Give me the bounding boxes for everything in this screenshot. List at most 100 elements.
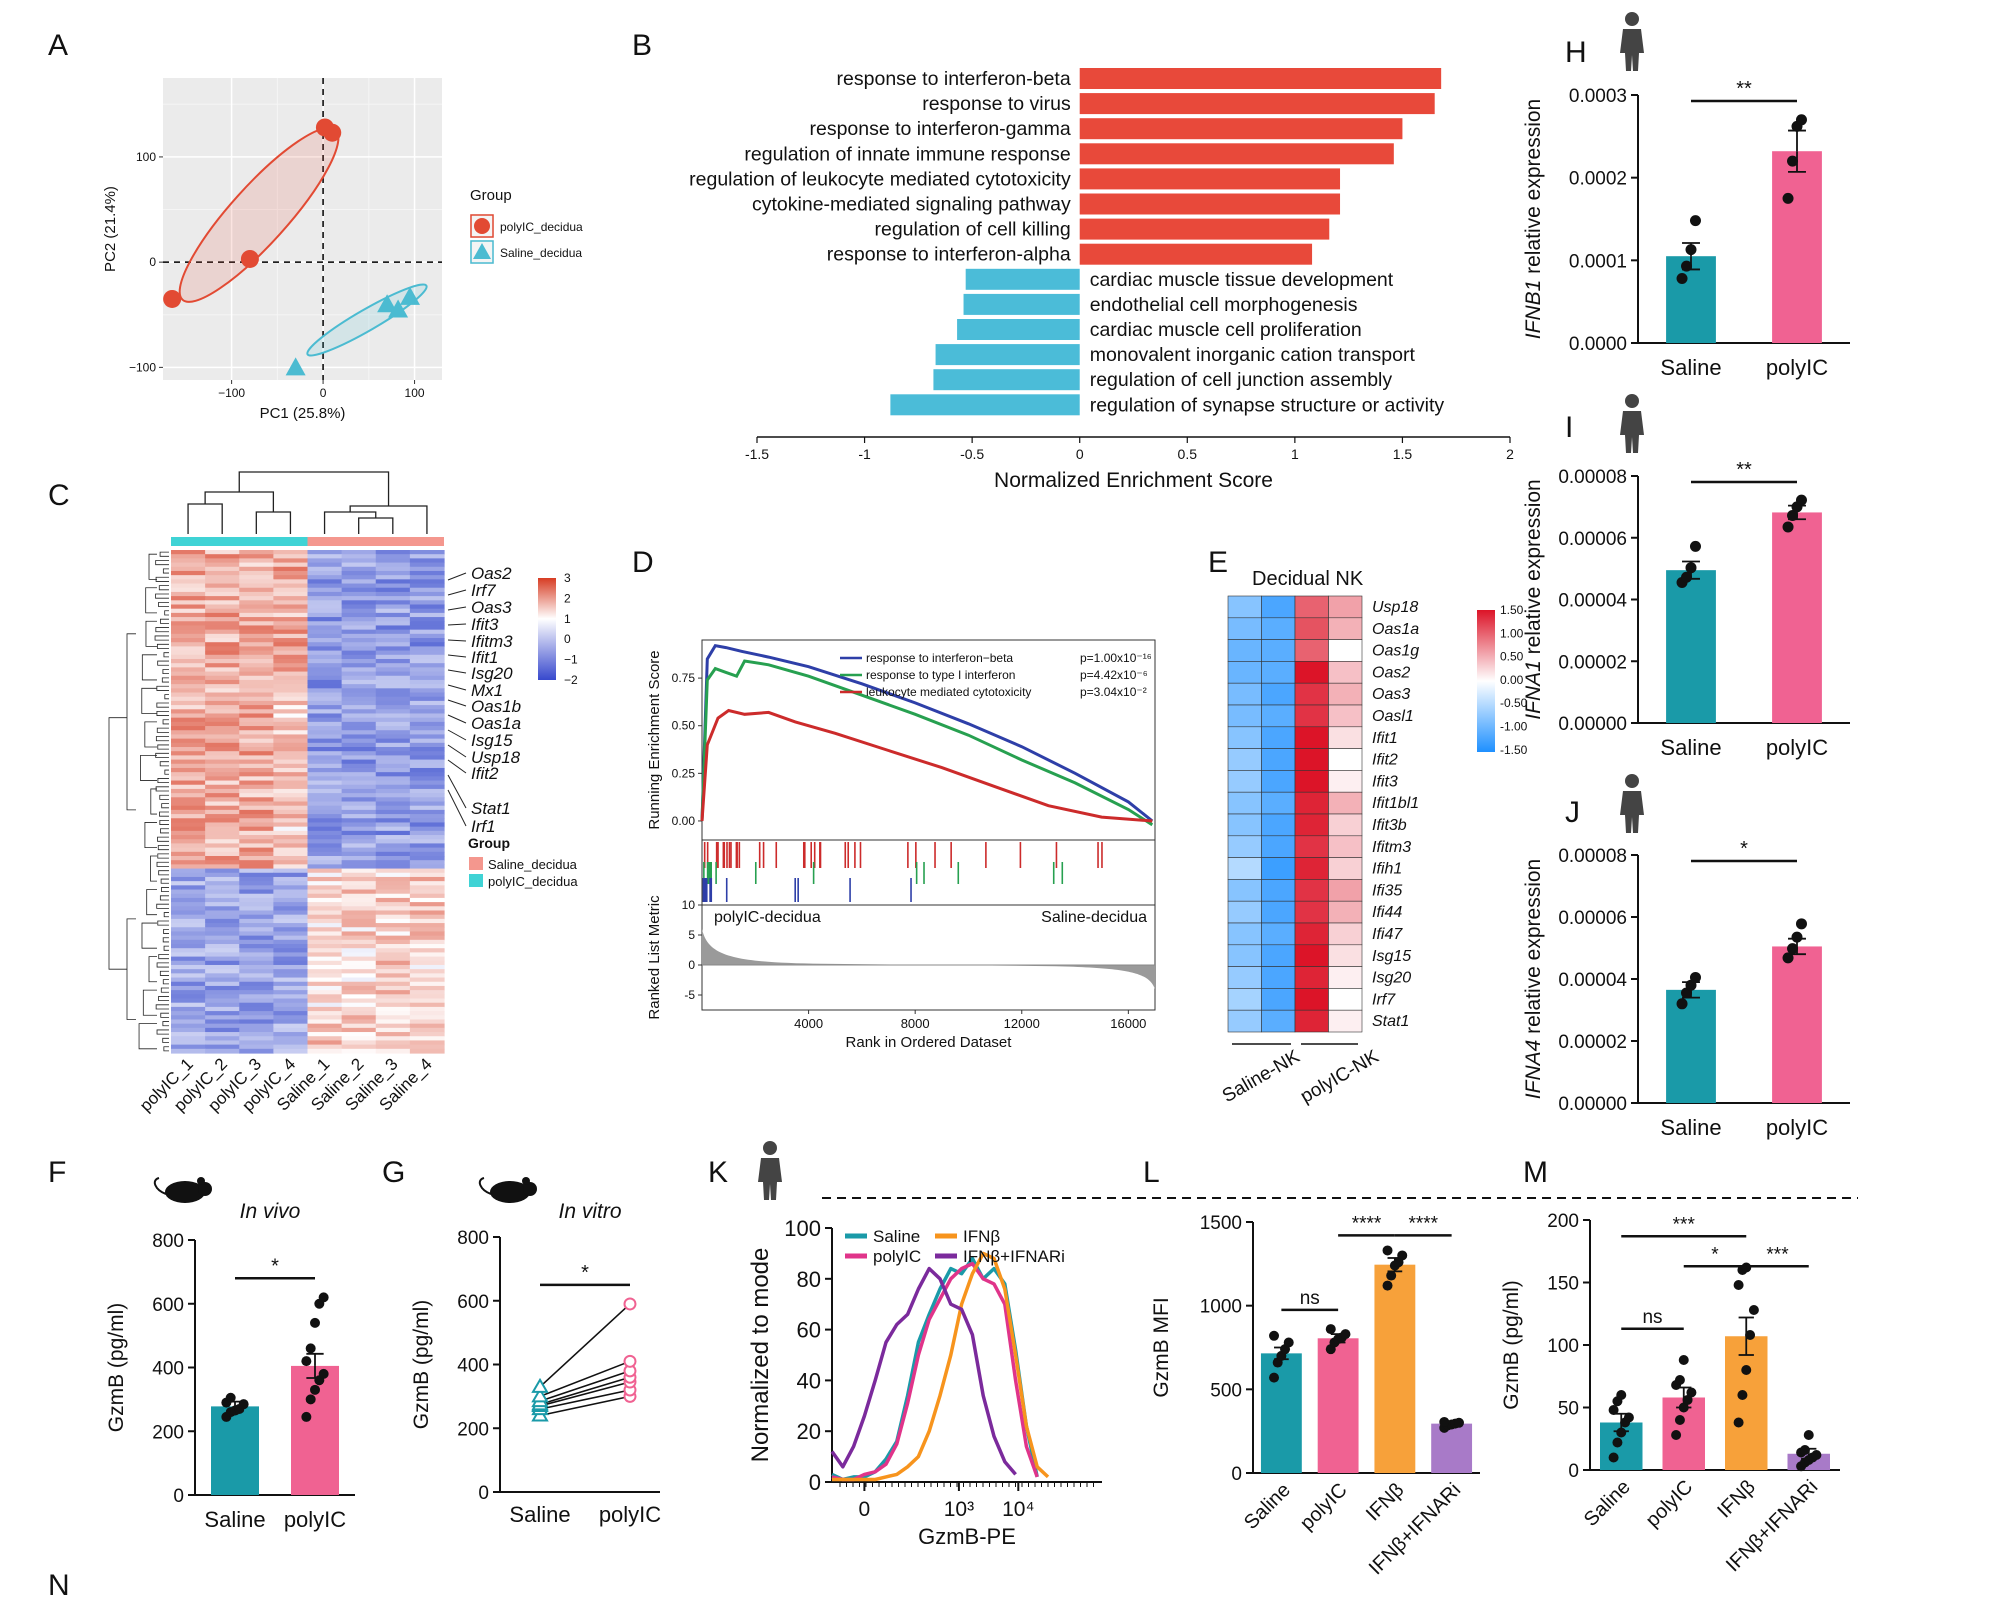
heatmap-cell (409, 734, 445, 740)
heatmap-cell (409, 1002, 445, 1008)
heatmap-cell (239, 587, 274, 593)
row-dendro-leaf (157, 920, 169, 926)
bar-polyic (1772, 151, 1822, 343)
nes-bar (890, 394, 1080, 416)
heatmap-cell (409, 579, 445, 585)
row-dendro-leaf (155, 1004, 169, 1010)
data-point (1397, 1250, 1408, 1261)
heatmap-cell (375, 667, 411, 673)
bar-ifnβ (1374, 1264, 1416, 1473)
heatmap-cell (205, 717, 240, 723)
heatmap-cell (409, 696, 445, 702)
heatmap-cell (375, 809, 411, 815)
bar-polyic (1772, 946, 1822, 1103)
heatmap-cell (239, 927, 274, 933)
panel-c-heatmap: polyIC_1polyIC_2polyIC_3polyIC_4Saline_1… (108, 471, 578, 1115)
nk-heatmap-cell (1227, 879, 1262, 902)
heatmap-cell (171, 960, 206, 966)
heatmap-cell (307, 570, 343, 576)
heatmap-cell (307, 1002, 343, 1008)
heatmap-cell (341, 914, 377, 920)
row-dendro-leaf (156, 643, 169, 649)
heatmap-cell (205, 998, 240, 1004)
heatmap-cell (409, 705, 445, 710)
nk-heatmap-cell (1227, 770, 1262, 793)
heatmap-cell (205, 918, 240, 924)
heatmap-cell (273, 1002, 309, 1008)
heatmap-cell (171, 784, 206, 790)
bar-saline (1260, 1353, 1302, 1473)
heatmap-cell (375, 830, 411, 836)
y-tick-label: 0.00004 (1558, 970, 1627, 991)
heatmap-cell (307, 558, 343, 564)
pca-point-Saline_decidua (399, 286, 420, 305)
significance-label: * (1740, 838, 1748, 860)
heatmap-cell (273, 889, 309, 895)
heatmap-cell (409, 1023, 445, 1029)
heatmap-cell (375, 872, 411, 878)
heatmap-cell (375, 881, 411, 886)
heatmap-cell (273, 805, 309, 811)
heatmap-cell (375, 709, 411, 715)
heatmap-cell (205, 843, 240, 849)
row-dendro-leaf (156, 1029, 169, 1035)
heatmap-cell (239, 973, 274, 979)
y-tick-label: 0 (1231, 1464, 1242, 1485)
heatmap-cell (409, 990, 445, 995)
heatmap-cell (409, 759, 445, 765)
heatmap-cell (239, 872, 274, 878)
heatmap-cell (341, 604, 377, 610)
mouse-icon-head (198, 1182, 212, 1196)
heatmap-cell (273, 964, 309, 970)
nk-heatmap-cell (1227, 617, 1262, 640)
gsea-x-tick-label: 4000 (794, 1016, 823, 1031)
heatmap-cell (341, 554, 377, 559)
heatmap-cell (375, 931, 411, 937)
heatmap-cell (375, 742, 411, 748)
heatmap-cell (375, 906, 411, 912)
heatmap-cell (307, 969, 343, 974)
gsea-y-axis-label: Running Enrichment Score (646, 650, 663, 829)
heatmap-cell (205, 617, 240, 622)
bar-polyic (1772, 512, 1822, 723)
heatmap-cell (375, 570, 411, 576)
heatmap-cell (409, 596, 445, 601)
heatmap-cell (375, 876, 411, 882)
heatmap-cell (239, 1015, 274, 1021)
heatmap-cell (239, 717, 274, 723)
category-label: Saline (1660, 735, 1721, 760)
data-point (1678, 1355, 1689, 1365)
gene-label-leader (447, 789, 467, 827)
nes-x-tick-label: -0.5 (960, 446, 984, 462)
heatmap-cell (205, 830, 240, 836)
heatmap-cell (341, 902, 377, 907)
nk-heatmap-cell (1227, 595, 1262, 619)
heatmap-cell (239, 776, 274, 782)
nk-gene-label-oas1g: Oas1g (1372, 643, 1419, 660)
row-dendro-branch (148, 956, 157, 983)
heatmap-cell (341, 923, 377, 928)
gene-label-ifit3: Ifit3 (471, 615, 499, 634)
nk-heatmap-cell (1261, 595, 1296, 619)
significance-label: ** (1736, 459, 1752, 481)
row-dendro-leaf (157, 836, 169, 842)
heatmap-cell (307, 1048, 343, 1054)
heatmap-cell (341, 981, 377, 987)
heatmap-cell (273, 788, 309, 794)
heatmap-cell (307, 717, 343, 723)
category-label: IFNβ (1713, 1476, 1759, 1522)
heatmap-cell (205, 881, 240, 886)
y-tick-label: 20 (797, 1419, 821, 1444)
panel-letter-b: B (632, 29, 652, 62)
panel-letter-m: M (1523, 1156, 1548, 1189)
heatmap-cell (307, 981, 343, 987)
y-axis-label: IFNB1 relative expression (1522, 99, 1545, 339)
nk-heatmap-cell (1261, 748, 1296, 771)
heatmap-cell (171, 570, 206, 576)
heatmap-cell (341, 822, 377, 828)
heatmap-cell (341, 805, 377, 811)
nes-x-tick-label: 2 (1506, 446, 1514, 462)
data-point (1733, 1280, 1744, 1290)
heatmap-cell (375, 654, 411, 660)
